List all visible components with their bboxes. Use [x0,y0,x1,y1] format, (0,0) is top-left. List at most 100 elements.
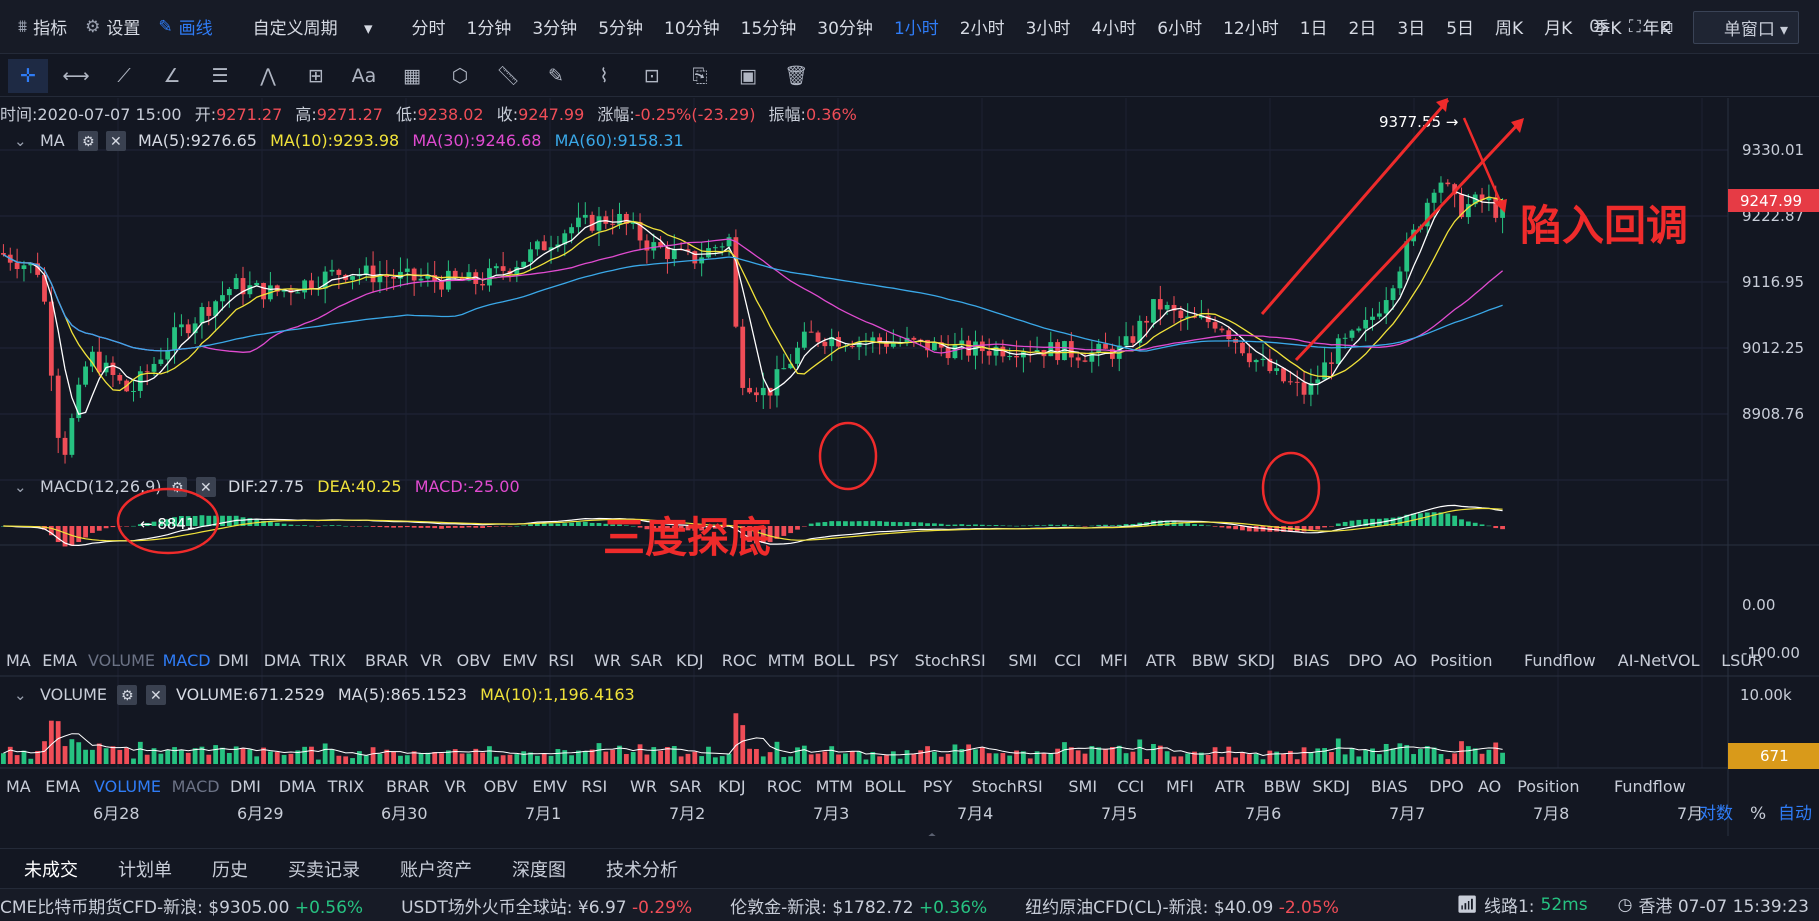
tab-trix[interactable]: TRIX [309,651,347,670]
tab-smi[interactable]: SMI [1068,777,1097,796]
bottom-tab-1[interactable]: 计划单 [118,859,172,881]
ticker-item-1[interactable]: USDT场外火币全球站: ¥6.97 -0.29% [401,897,693,918]
fullscreen-icon[interactable]: ⛶ [1628,17,1641,37]
tab-mtm[interactable]: MTM [768,651,805,670]
period-17[interactable]: 周K [1495,19,1524,39]
tab-dma[interactable]: DMA [264,651,301,670]
tab-macd[interactable]: MACD [163,651,211,670]
tab-wr[interactable]: WR [630,777,657,796]
period-18[interactable]: 月K [1544,19,1573,39]
lock-icon[interactable]: ⊡ [644,64,660,87]
shape-icon[interactable]: ⬡ [451,64,469,87]
period-12[interactable]: 12小时 [1223,19,1279,39]
collapse-chevron-icon[interactable]: ⌄ [14,132,27,150]
tab-dpo[interactable]: DPO [1348,651,1383,670]
tab-dmi[interactable]: DMI [230,777,261,796]
angle-icon[interactable]: ∠ [163,64,181,87]
period-3[interactable]: 5分钟 [598,19,644,39]
volume-settings-icon[interactable] [117,685,137,705]
indicators-button[interactable]: ⩩ 指标 [18,14,67,40]
period-9[interactable]: 3小时 [1025,19,1071,39]
tab-skdj[interactable]: SKDJ [1312,777,1350,796]
tab-stochrsi[interactable]: StochRSI [972,777,1043,796]
bottom-tab-2[interactable]: 历史 [212,859,248,881]
tab-fundflow[interactable]: Fundflow [1614,777,1686,796]
trend-line-icon[interactable]: ⟋ [117,64,131,87]
tab-rsi[interactable]: RSI [548,651,574,670]
tab-boll[interactable]: BOLL [813,651,854,670]
tab-skdj[interactable]: SKDJ [1237,651,1275,670]
macd-collapse-icon[interactable]: ⌄ [14,478,27,496]
tab-atr[interactable]: ATR [1146,651,1177,670]
price-axis[interactable] [1728,98,1819,836]
tab-volume[interactable]: VOLUME [94,777,161,796]
tab-wr[interactable]: WR [594,651,621,670]
text-icon[interactable]: Aa [351,64,377,87]
log-scale-toggle[interactable]: 对数 [1699,804,1733,824]
tab-lsur[interactable]: LSUR [1721,651,1763,670]
period-20[interactable]: 年K [1642,19,1671,39]
parallel-channel-icon[interactable]: ☰ [211,64,229,87]
period-16[interactable]: 5日 [1446,19,1475,39]
period-11[interactable]: 6小时 [1157,19,1203,39]
bottom-tab-6[interactable]: 技术分析 [606,859,678,881]
macd-settings-icon[interactable] [167,477,187,497]
tab-psy[interactable]: PSY [869,651,899,670]
ruler-icon[interactable]: 📏︎ [495,65,521,87]
period-10[interactable]: 4小时 [1091,19,1137,39]
wave-icon[interactable]: ⋀ [260,64,276,87]
tab-emv[interactable]: EMV [532,777,567,796]
period-5[interactable]: 15分钟 [740,19,797,39]
tab-brar[interactable]: BRAR [386,777,430,796]
bottom-tab-4[interactable]: 账户资产 [400,859,472,881]
screenshot-icon[interactable]: ▣ [739,64,757,87]
custom-period-dropdown[interactable]: 自定义周期 ▾ [253,14,394,39]
tab-mfi[interactable]: MFI [1100,651,1128,670]
tab-vr[interactable]: VR [420,651,442,670]
chart-svg[interactable]: 9330.019222.879116.959012.258908.760.00-… [0,98,1819,843]
tab-position[interactable]: Position [1517,777,1579,796]
tab-kdj[interactable]: KDJ [676,651,704,670]
tab-fundflow[interactable]: Fundflow [1524,651,1596,670]
percent-scale-toggle[interactable]: % [1750,804,1766,824]
ticker-item-2[interactable]: 伦敦金-新浪: $1782.72 +0.36% [730,897,988,918]
bottom-tab-5[interactable]: 深度图 [512,859,566,881]
tab-atr[interactable]: ATR [1215,777,1246,796]
period-4[interactable]: 10分钟 [664,19,720,39]
period-13[interactable]: 1日 [1299,19,1328,39]
tab-dma[interactable]: DMA [279,777,316,796]
tab-rsi[interactable]: RSI [581,777,607,796]
period-8[interactable]: 2小时 [959,19,1005,39]
draw-button[interactable]: ✎ 画线 [158,14,212,40]
tab-obv[interactable]: OBV [457,651,491,670]
volume-collapse-icon[interactable]: ⌄ [14,686,27,704]
tab-vr[interactable]: VR [444,777,466,796]
tab-boll[interactable]: BOLL [864,777,905,796]
trash-icon[interactable]: 🗑︎ [783,65,809,87]
period-19[interactable]: 季K [1593,19,1622,39]
bottom-tab-0[interactable]: 未成交 [24,859,78,881]
tab-dmi[interactable]: DMI [218,651,249,670]
tab-brar[interactable]: BRAR [365,651,409,670]
tab-bias[interactable]: BIAS [1293,651,1330,670]
tab-stochrsi[interactable]: StochRSI [915,651,986,670]
tab-ma[interactable]: MA [6,777,31,796]
tab-volume[interactable]: VOLUME [88,651,155,670]
tab-ai-netvol[interactable]: AI-NetVOL [1618,651,1700,670]
tab-mtm[interactable]: MTM [816,777,853,796]
settings-button[interactable]: ⚙ 设置 [85,14,140,40]
bottom-tab-3[interactable]: 买卖记录 [288,859,360,881]
tab-dpo[interactable]: DPO [1429,777,1464,796]
tab-psy[interactable]: PSY [923,777,953,796]
tab-smi[interactable]: SMI [1008,651,1037,670]
tab-sar[interactable]: SAR [669,777,702,796]
period-14[interactable]: 2日 [1348,19,1377,39]
window-mode-dropdown[interactable]: 单窗口 ▾ [1692,10,1799,44]
tab-emv[interactable]: EMV [502,651,537,670]
copy-icon[interactable]: ⎘ [692,64,708,87]
brush-icon[interactable]: ✎ [548,64,564,87]
fib-icon[interactable]: ▦ [403,64,421,87]
tab-cci[interactable]: CCI [1054,651,1081,670]
tab-ma[interactable]: MA [6,651,31,670]
chart-area[interactable]: 9330.01 9222.87 9116.95 9012.25 8908.76 0.00-… [0,98,1819,843]
